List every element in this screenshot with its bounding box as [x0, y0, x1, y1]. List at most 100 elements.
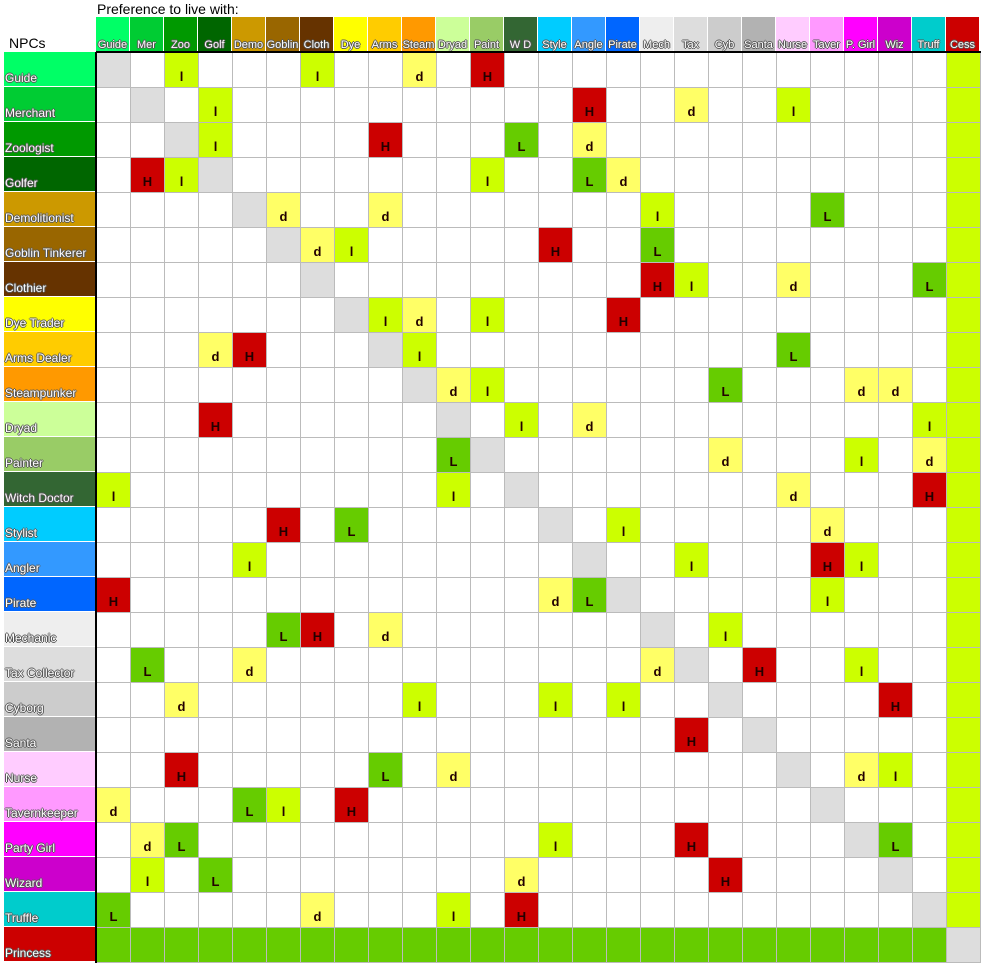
- grid-cell: [267, 718, 300, 752]
- preference-cell: l: [845, 543, 878, 577]
- grid-cell: [743, 543, 776, 577]
- row-label: Tax Collector: [4, 647, 96, 681]
- grid-cell: [641, 403, 674, 437]
- grid-cell: [301, 368, 334, 402]
- grid-cell: [573, 438, 606, 472]
- preference-cell: d: [301, 228, 334, 262]
- grid-cell: [743, 263, 776, 297]
- preference-cell: d: [641, 648, 674, 682]
- grid-cell: [743, 823, 776, 857]
- grid-cell: [199, 823, 232, 857]
- grid-cell: [811, 228, 844, 262]
- preference-cell: L: [777, 333, 810, 367]
- grid-cell: [913, 368, 946, 402]
- preference-cell: l: [369, 298, 402, 332]
- grid-cell: [165, 893, 198, 927]
- grid-cell: [505, 193, 538, 227]
- grid-cell: [301, 123, 334, 157]
- grid-cell: [947, 508, 980, 542]
- grid-cell: [335, 438, 368, 472]
- grid-cell: [573, 263, 606, 297]
- grid-cell: [845, 88, 878, 122]
- grid-cell: [607, 193, 640, 227]
- grid-cell: [607, 578, 640, 612]
- grid-cell: [301, 263, 334, 297]
- preference-cell: l: [267, 788, 300, 822]
- grid-cell: [131, 753, 164, 787]
- preference-cell: d: [811, 508, 844, 542]
- grid-cell: [301, 403, 334, 437]
- preference-cell: H: [97, 578, 130, 612]
- preference-cell: l: [607, 508, 640, 542]
- grid-cell: [505, 648, 538, 682]
- grid-cell: [641, 893, 674, 927]
- grid-cell: [641, 298, 674, 332]
- preference-cell: d: [199, 333, 232, 367]
- column-header: Nurse: [776, 17, 809, 52]
- grid-cell: [505, 473, 538, 507]
- grid-cell: [811, 648, 844, 682]
- grid-cell: [641, 788, 674, 822]
- grid-cell: [879, 88, 912, 122]
- column-header: Goblin: [266, 17, 299, 52]
- preference-cell: l: [607, 683, 640, 717]
- grid-cell: [505, 298, 538, 332]
- grid-cell: [471, 193, 504, 227]
- grid-cell: [675, 473, 708, 507]
- grid-cell: [675, 333, 708, 367]
- column-header: Truff: [912, 17, 945, 52]
- preference-cell: H: [913, 473, 946, 507]
- grid-cell: [403, 368, 436, 402]
- grid-cell: [573, 298, 606, 332]
- grid-cell: [743, 753, 776, 787]
- preference-cell: H: [811, 543, 844, 577]
- grid-cell: [369, 543, 402, 577]
- grid-cell: [777, 613, 810, 647]
- grid-cell: [539, 928, 572, 962]
- grid-cell: [573, 543, 606, 577]
- grid-cell: [743, 788, 776, 822]
- grid-cell: [131, 438, 164, 472]
- grid-cell: [743, 333, 776, 367]
- grid-cell: [97, 438, 130, 472]
- grid-cell: [233, 53, 266, 87]
- grid-cell: [97, 753, 130, 787]
- preference-cell: L: [335, 508, 368, 542]
- grid-cell: [743, 928, 776, 962]
- grid-cell: [335, 718, 368, 752]
- grid-cell: [267, 753, 300, 787]
- grid-cell: [233, 893, 266, 927]
- row-header-label: NPCs: [9, 35, 46, 51]
- grid-cell: [709, 788, 742, 822]
- grid-cell: [539, 298, 572, 332]
- row-label: Santa: [4, 717, 96, 751]
- grid-cell: [777, 228, 810, 262]
- grid-cell: [131, 613, 164, 647]
- grid-cell: [743, 508, 776, 542]
- grid-cell: [913, 753, 946, 787]
- grid-cell: [675, 298, 708, 332]
- grid-cell: [879, 158, 912, 192]
- grid-cell: [437, 53, 470, 87]
- grid-cell: [403, 823, 436, 857]
- grid-cell: [573, 508, 606, 542]
- grid-cell: [573, 333, 606, 367]
- grid-cell: [845, 718, 878, 752]
- grid-cell: [947, 298, 980, 332]
- preference-cell: d: [403, 53, 436, 87]
- grid-cell: [913, 578, 946, 612]
- preference-cell: H: [369, 123, 402, 157]
- grid-cell: [199, 193, 232, 227]
- grid-cell: [845, 333, 878, 367]
- preference-cell: L: [369, 753, 402, 787]
- grid-cell: [845, 193, 878, 227]
- grid-cell: [641, 158, 674, 192]
- grid-cell: [301, 753, 334, 787]
- grid-cell: [335, 578, 368, 612]
- grid-cell: [845, 403, 878, 437]
- grid-cell: [879, 508, 912, 542]
- preference-cell: L: [131, 648, 164, 682]
- grid-cell: [369, 823, 402, 857]
- row-label: Dryad: [4, 402, 96, 436]
- grid-cell: [607, 228, 640, 262]
